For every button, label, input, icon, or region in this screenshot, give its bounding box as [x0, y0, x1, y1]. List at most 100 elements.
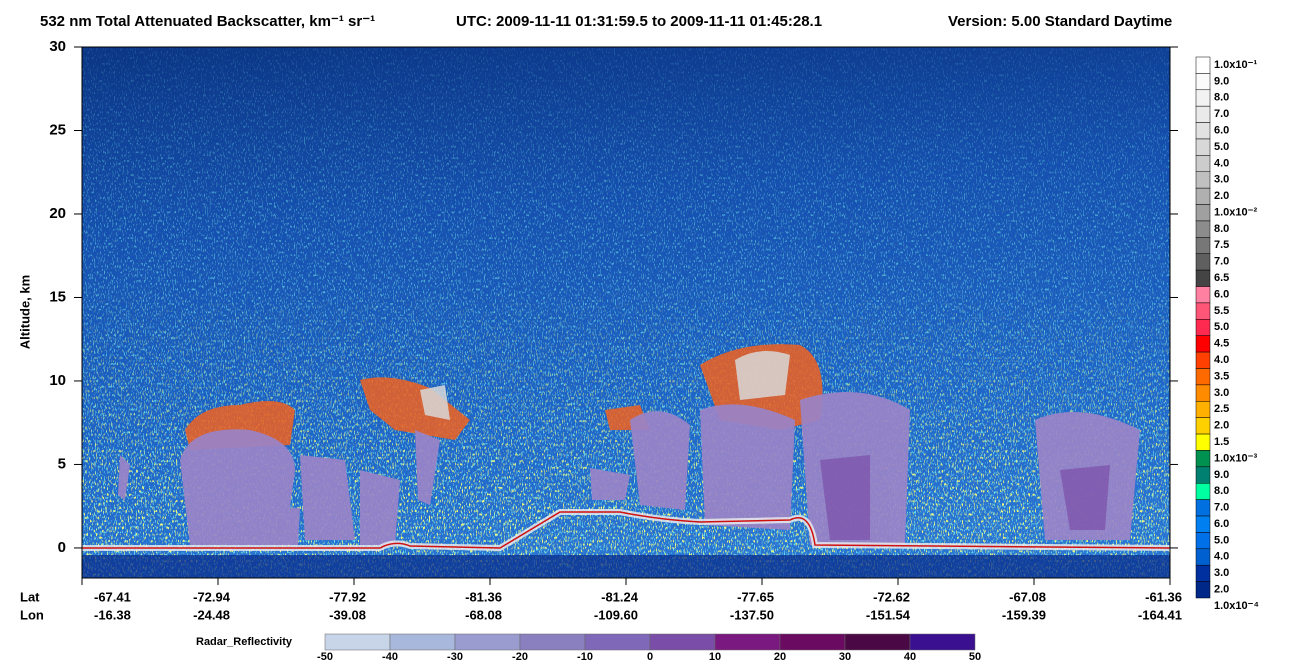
colorbar-swatch — [1195, 433, 1211, 451]
colorbar-label: 4.5 — [1214, 338, 1229, 350]
y-tick-label: 25 — [49, 121, 66, 138]
x-tick-label: -159.39 — [1002, 607, 1046, 622]
utc: UTC: 2009-11-11 01:31:59.5 to 2009-11-11… — [456, 13, 822, 30]
radar-label: Radar_Reflectivity — [196, 636, 293, 648]
colorbar-swatch — [1195, 368, 1211, 386]
colorbar-label: 3.0 — [1214, 567, 1229, 579]
colorbar-swatch — [1195, 302, 1211, 320]
colorbar-label: 1.0x10⁻¹ — [1214, 59, 1257, 71]
colorbar-swatch — [1195, 401, 1211, 418]
radar-tick-label: 20 — [774, 651, 786, 663]
radar-tick-label: -20 — [512, 651, 528, 663]
y-tick-label: 30 — [49, 38, 66, 55]
x-tick-label: -67.41 — [94, 589, 131, 604]
colorbar-swatch — [1195, 384, 1211, 402]
x-tick-label: -151.54 — [866, 607, 911, 622]
x-tick-label: -137.50 — [730, 607, 774, 622]
x-tick-label: -81.24 — [601, 589, 639, 604]
colorbar-swatch — [1195, 89, 1211, 107]
colorbar-label: 7.5 — [1214, 239, 1229, 251]
colorbar-swatch — [1195, 548, 1211, 566]
colorbar-label: 3.0 — [1214, 387, 1229, 399]
x-tick-label: -16.38 — [94, 607, 131, 622]
colorbar-label: 6.0 — [1214, 288, 1229, 300]
y-tick-label: 10 — [49, 372, 66, 389]
x-tick-label: -164.41 — [1138, 607, 1182, 622]
colorbar-label: 2.0 — [1214, 420, 1229, 432]
x-tick-label: -72.62 — [873, 589, 910, 604]
x-tick-label: -61.36 — [1145, 589, 1182, 604]
colorbar-label: 6.0 — [1214, 124, 1229, 136]
colorbar-label: 4.0 — [1214, 551, 1229, 563]
colorbar-label: 7.0 — [1214, 256, 1229, 268]
colorbar-label: 9.0 — [1214, 469, 1229, 481]
colorbar-swatch — [1195, 237, 1211, 254]
radar-swatch — [779, 633, 846, 651]
y-axis-label: Altitude, km — [17, 275, 32, 349]
colorbar-swatch — [1195, 499, 1211, 517]
radar-swatch — [389, 633, 456, 651]
backscatter-image — [82, 47, 1170, 578]
colorbar-label: 5.0 — [1214, 534, 1229, 546]
colorbar-label: 1.0x10⁻² — [1214, 206, 1257, 218]
colorbar-swatch — [1195, 417, 1211, 435]
colorbar-swatch — [1195, 319, 1211, 336]
radar-tick-label: -40 — [382, 651, 398, 663]
colorbar-swatch — [1195, 138, 1211, 156]
colorbar-label: 4.0 — [1214, 157, 1229, 169]
colorbar-swatch — [1195, 73, 1211, 91]
x-tick-label: -77.92 — [329, 589, 366, 604]
x-tick-label: -39.08 — [329, 607, 366, 622]
colorbar-label: 3.5 — [1214, 370, 1229, 382]
colorbar-swatch — [1195, 204, 1211, 222]
colorbar-swatch — [1195, 105, 1211, 123]
colorbar-label: 1.0x10⁻³ — [1214, 452, 1257, 464]
title: 532 nm Total Attenuated Backscatter, km⁻… — [40, 13, 375, 30]
colorbar-label: 8.0 — [1214, 92, 1229, 104]
x-tick-label: -81.36 — [465, 589, 502, 604]
colorbar-label: 4.0 — [1214, 354, 1229, 366]
radar-tick-label: -10 — [577, 651, 593, 663]
radar-tick-label: 0 — [647, 651, 653, 663]
y-tick-label: 15 — [49, 288, 66, 305]
y-tick-label: 5 — [58, 455, 66, 472]
colorbar-swatch — [1195, 335, 1211, 353]
radar-swatch — [909, 633, 976, 651]
colorbar-swatch — [1195, 286, 1211, 304]
colorbar-swatch — [1195, 187, 1211, 205]
colorbar-label: 5.0 — [1214, 321, 1229, 333]
colorbar-label: 9.0 — [1214, 75, 1229, 87]
colorbar-swatch — [1195, 269, 1211, 287]
colorbar-label: 2.5 — [1214, 403, 1229, 415]
radar-swatch — [324, 633, 391, 651]
colorbar-label: 2.0 — [1214, 584, 1229, 596]
colorbar-label: 7.0 — [1214, 502, 1229, 514]
x-tick-label: -24.48 — [193, 607, 230, 622]
colorbar-swatch — [1195, 171, 1211, 189]
colorbar-label: 6.0 — [1214, 518, 1229, 530]
colorbar-swatch — [1195, 482, 1211, 500]
colorbar-label: 7.0 — [1214, 108, 1229, 120]
radar-tick-label: 10 — [709, 651, 721, 663]
colorbar-swatch — [1195, 253, 1211, 271]
colorbar-swatch — [1195, 56, 1211, 74]
radar-swatch — [454, 633, 521, 651]
x-tick-label: -109.60 — [594, 607, 638, 622]
colorbar-label: 5.0 — [1214, 141, 1229, 153]
colorbar-swatch — [1195, 581, 1211, 599]
colorbar-label: 1.0x10⁻⁴ — [1214, 600, 1259, 612]
x-row-label: Lat — [20, 589, 40, 604]
y-tick-label: 20 — [49, 205, 66, 222]
colorbar-swatch — [1195, 515, 1211, 533]
x-tick-label: -72.94 — [193, 589, 231, 604]
version: Version: 5.00 Standard Daytime — [948, 13, 1172, 30]
radar-swatch — [649, 633, 716, 651]
radar-swatch — [714, 633, 781, 651]
colorbar-label: 2.0 — [1214, 190, 1229, 202]
radar-tick-label: 30 — [839, 651, 851, 663]
y-tick-label: 0 — [58, 539, 66, 556]
colorbar-swatch — [1195, 351, 1211, 369]
radar-tick-label: 40 — [904, 651, 916, 663]
colorbar-swatch — [1195, 532, 1211, 550]
